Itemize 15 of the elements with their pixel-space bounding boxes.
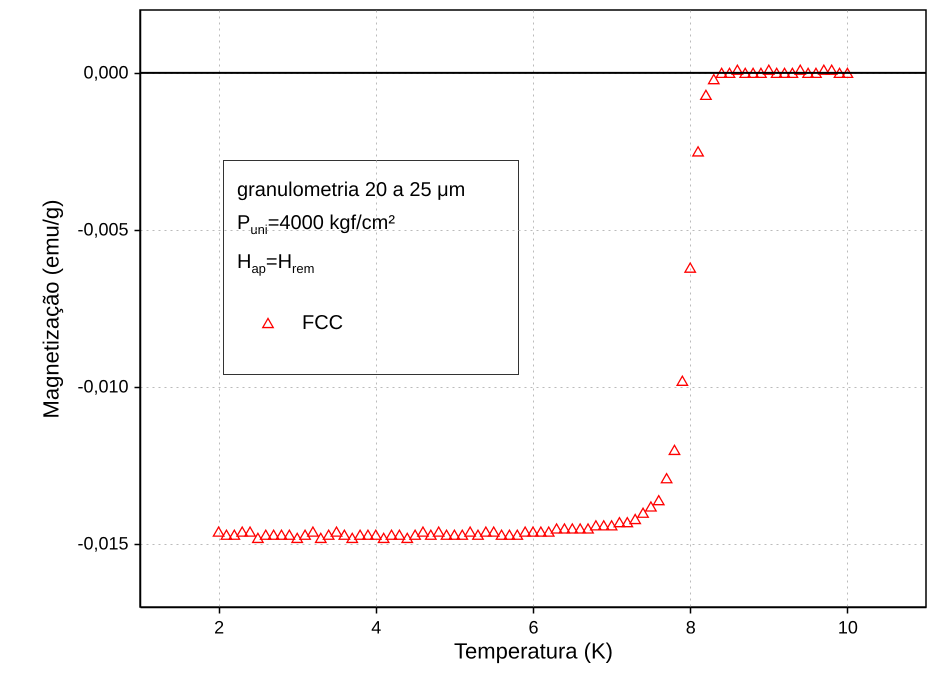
x-tick-label: 2 (214, 618, 224, 638)
y-axis-title: Magnetização (emu/g) (38, 200, 64, 418)
x-tick-label: 4 (371, 618, 382, 638)
annotation: granulometria 20 a 25 μm (237, 178, 466, 203)
annotation: P$_{uni}$=4000 kgf/cm² (237, 211, 396, 239)
y-tick-label: 0,000 (83, 62, 128, 82)
y-tick-label: -0,010 (77, 376, 128, 397)
x-axis-title: Temperatura (K) (454, 638, 613, 664)
x-tick-label: 10 (838, 618, 858, 638)
x-tick-label: 8 (686, 618, 696, 638)
y-tick-label: -0,015 (77, 534, 128, 554)
x-tick-label: 6 (528, 618, 539, 638)
annotation: H$_{ap}$=H$_{rem}$ (237, 250, 316, 278)
legend-label: FCC (302, 312, 344, 334)
y-tick-label: -0,005 (77, 219, 128, 240)
